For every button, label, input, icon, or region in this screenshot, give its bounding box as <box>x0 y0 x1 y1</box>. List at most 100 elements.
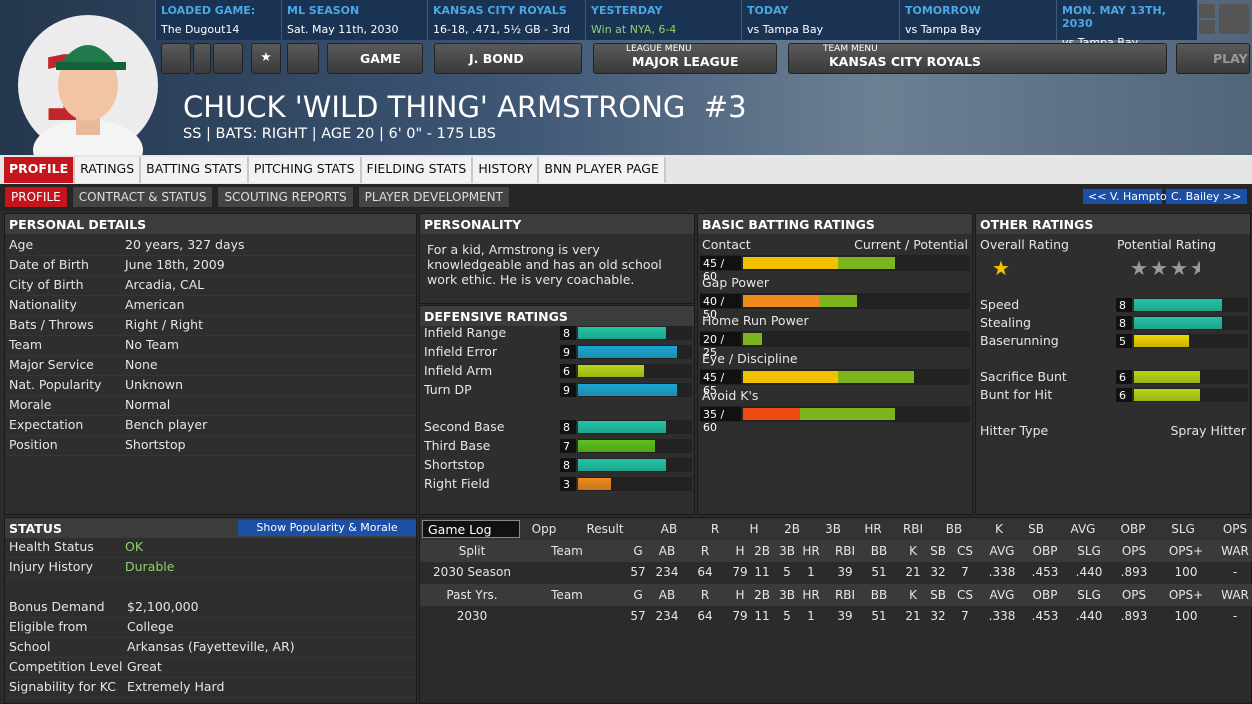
panel-title: PERSONALITY <box>420 214 694 234</box>
row-value: June 18th, 2009 <box>125 257 225 272</box>
history-button[interactable] <box>193 43 211 74</box>
tab[interactable]: FIELDING STATS <box>361 157 474 183</box>
rating-name: Gap Power <box>702 275 770 290</box>
cell: 57 <box>630 609 646 623</box>
label: KANSAS CITY ROYALS <box>829 54 981 69</box>
rating-name: Bunt for Hit <box>980 387 1053 402</box>
column-header: SB <box>930 544 946 558</box>
column-header: 2B <box>754 588 770 602</box>
rating-track <box>700 331 970 347</box>
search-button[interactable] <box>1219 4 1249 34</box>
rating-bar <box>1134 389 1200 401</box>
column-header: Opp <box>531 522 557 536</box>
column-header: OPS <box>1222 522 1248 536</box>
player-nav-button[interactable]: C. Bailey >> <box>1166 189 1247 204</box>
manager-button[interactable]: J. BOND <box>434 43 582 74</box>
potential-label: Potential Rating <box>1117 237 1217 252</box>
cell: 51 <box>871 609 887 623</box>
row-label: Position <box>9 437 58 452</box>
forward-button[interactable] <box>213 43 243 74</box>
favorite-button[interactable]: ★ <box>251 43 281 74</box>
league-button[interactable]: LEAGUE MENU MAJOR LEAGUE <box>593 43 777 74</box>
personal-details-panel: PERSONAL DETAILS Age 20 years, 327 days Dat… <box>4 213 417 515</box>
panel-title: BASIC BATTING RATINGS <box>698 214 972 234</box>
row-value: Right / Right <box>125 317 203 332</box>
tab[interactable]: PROFILE <box>4 157 76 183</box>
cell: 51 <box>871 565 887 579</box>
batting-ratings-panel: BASIC BATTING RATINGS Current / Potentia… <box>697 213 973 515</box>
subtab[interactable]: CONTRACT & STATUS <box>71 186 214 208</box>
star: ★ <box>1190 256 1200 280</box>
player-name: CHUCK 'WILD THING' ARMSTRONG #3 <box>183 90 747 124</box>
rating-value: 6 <box>560 364 576 378</box>
star: ★ <box>1130 256 1148 280</box>
subtab[interactable]: PROFILE <box>4 186 68 208</box>
cell: - <box>1232 609 1238 623</box>
caption: LEAGUE MENU <box>626 44 692 54</box>
info-cell: TODAY vs Tampa Bay <box>741 0 899 40</box>
column-header: CS <box>957 588 973 602</box>
tab[interactable]: BNN PLAYER PAGE <box>539 157 666 183</box>
rating-name: Home Run Power <box>702 313 809 328</box>
cell: .440 <box>1075 565 1103 579</box>
row-label: Injury History <box>9 559 93 574</box>
rating-value: 7 <box>560 439 576 453</box>
home-button[interactable] <box>287 43 319 74</box>
cell: 11 <box>754 609 770 623</box>
column-header: SLG <box>1077 588 1101 602</box>
next-button[interactable] <box>1199 20 1215 34</box>
cell: 64 <box>697 565 713 579</box>
game-button[interactable]: GAME <box>327 43 423 74</box>
info-value: The Dugout14 <box>161 23 240 36</box>
tab[interactable]: RATINGS <box>75 157 142 183</box>
rating-value: 35 / 60 <box>700 407 741 434</box>
cell: 64 <box>697 609 713 623</box>
rating-value: 45 / 60 <box>700 256 741 283</box>
info-cell: MON. MAY 13TH, 2030vs Tampa Bay <box>1056 0 1197 49</box>
column-header: OPS+ <box>1168 544 1204 558</box>
rating-name: Sacrifice Bunt <box>980 369 1067 384</box>
subtab[interactable]: SCOUTING REPORTS <box>217 186 354 208</box>
row-line <box>5 315 416 316</box>
column-header: H <box>735 544 745 558</box>
rating-value: 9 <box>560 345 576 359</box>
stats-dropdown[interactable]: Game Log <box>422 520 520 538</box>
tab[interactable]: BATTING STATS <box>141 157 249 183</box>
rating-value: 8 <box>560 458 576 472</box>
play-button[interactable]: PLAY <box>1176 43 1250 74</box>
rating-name: Shortstop <box>424 457 485 472</box>
rating-bar <box>1134 317 1222 329</box>
cell: 32 <box>930 609 946 623</box>
info-label: MON. MAY 13TH, 2030 <box>1062 4 1166 30</box>
player-nav-button[interactable]: << V. Hampton <box>1083 189 1174 204</box>
column-header: AB <box>658 588 676 602</box>
row-label: Date of Birth <box>9 257 89 272</box>
column-header: OBP <box>1032 544 1058 558</box>
back-button[interactable] <box>161 43 191 74</box>
column-header: HR <box>864 522 882 536</box>
row-label: Major Service <box>9 357 94 372</box>
tab[interactable]: HISTORY <box>473 157 540 183</box>
popularity-button[interactable]: Show Popularity & Morale <box>238 520 416 536</box>
prev-button[interactable] <box>1199 4 1215 18</box>
row-line <box>5 335 416 336</box>
cell: 1 <box>807 565 815 579</box>
column-header: R <box>710 522 720 536</box>
rating-bar <box>578 365 644 377</box>
rating-name: Avoid K's <box>702 388 759 403</box>
rating-name: Infield Range <box>424 325 507 340</box>
cell: 1 <box>807 609 815 623</box>
row-label: City of Birth <box>9 277 84 292</box>
tab[interactable]: PITCHING STATS <box>248 157 362 183</box>
row-line <box>5 657 416 658</box>
rating-name: Right Field <box>424 476 490 491</box>
subtab[interactable]: PLAYER DEVELOPMENT <box>357 186 510 208</box>
info-value: 16-18, .471, 5½ GB - 3rd <box>433 23 570 36</box>
column-header: K <box>995 522 1003 536</box>
info-cell: LOADED GAME: The Dugout14 <box>155 0 281 40</box>
team-button[interactable]: TEAM MENU KANSAS CITY ROYALS <box>788 43 1167 74</box>
rating-value: 6 <box>1116 370 1132 384</box>
cell: 234 <box>655 609 679 623</box>
row-value: Bench player <box>125 417 208 432</box>
rating-value: 40 / 50 <box>700 294 741 321</box>
